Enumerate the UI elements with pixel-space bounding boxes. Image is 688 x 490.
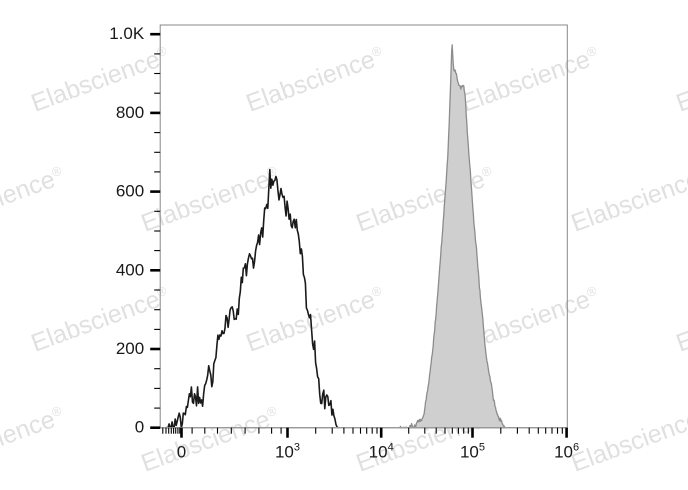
svg-text:1.0K: 1.0K (109, 24, 145, 43)
svg-text:106: 106 (554, 442, 579, 462)
svg-text:800: 800 (116, 103, 144, 122)
svg-text:400: 400 (116, 260, 144, 279)
svg-text:105: 105 (460, 442, 485, 462)
svg-text:0: 0 (177, 443, 186, 462)
svg-text:103: 103 (275, 442, 300, 462)
svg-text:0: 0 (135, 418, 144, 437)
svg-text:200: 200 (116, 339, 144, 358)
svg-text:104: 104 (369, 442, 394, 462)
svg-text:600: 600 (116, 182, 144, 201)
